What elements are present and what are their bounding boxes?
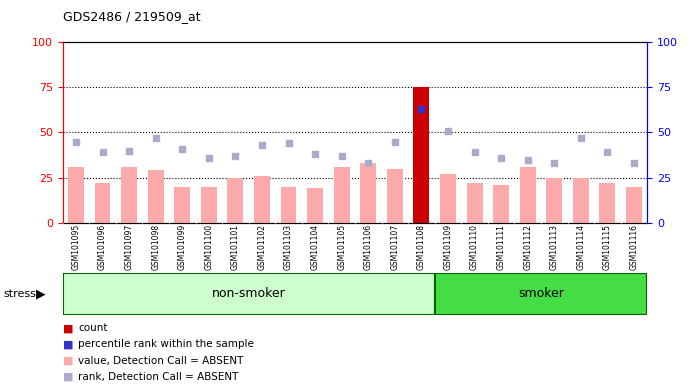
Text: GSM101102: GSM101102 bbox=[258, 224, 267, 270]
Text: GSM101109: GSM101109 bbox=[443, 224, 452, 270]
Bar bbox=[493, 185, 509, 223]
Bar bbox=[573, 177, 589, 223]
Text: GSM101095: GSM101095 bbox=[72, 224, 81, 270]
Text: GSM101099: GSM101099 bbox=[177, 224, 187, 270]
Text: GSM101101: GSM101101 bbox=[231, 224, 240, 270]
Text: percentile rank within the sample: percentile rank within the sample bbox=[78, 339, 254, 349]
Bar bbox=[68, 167, 84, 223]
Text: GDS2486 / 219509_at: GDS2486 / 219509_at bbox=[63, 10, 200, 23]
Bar bbox=[63, 273, 435, 315]
Text: count: count bbox=[78, 323, 107, 333]
Text: GSM101098: GSM101098 bbox=[151, 224, 160, 270]
Bar bbox=[148, 170, 164, 223]
Text: GSM101104: GSM101104 bbox=[310, 224, 319, 270]
Text: GSM101105: GSM101105 bbox=[337, 224, 346, 270]
Text: ▶: ▶ bbox=[36, 287, 46, 300]
Text: GSM101107: GSM101107 bbox=[390, 224, 400, 270]
Text: GSM101096: GSM101096 bbox=[98, 224, 107, 270]
Text: GSM101112: GSM101112 bbox=[523, 224, 532, 270]
Bar bbox=[440, 174, 456, 223]
Text: GSM101115: GSM101115 bbox=[603, 224, 612, 270]
Text: ■: ■ bbox=[63, 339, 73, 349]
Bar bbox=[228, 177, 244, 223]
Bar bbox=[95, 183, 111, 223]
Bar bbox=[254, 176, 270, 223]
Text: GSM101106: GSM101106 bbox=[364, 224, 373, 270]
Bar bbox=[280, 187, 296, 223]
Text: value, Detection Call = ABSENT: value, Detection Call = ABSENT bbox=[78, 356, 244, 366]
Bar bbox=[387, 169, 403, 223]
Bar bbox=[546, 177, 562, 223]
Bar bbox=[626, 187, 642, 223]
Bar bbox=[413, 88, 429, 223]
Text: GSM101111: GSM101111 bbox=[497, 224, 505, 270]
Bar bbox=[599, 183, 615, 223]
Text: non-smoker: non-smoker bbox=[212, 287, 285, 300]
Text: GSM101108: GSM101108 bbox=[417, 224, 426, 270]
Bar bbox=[466, 183, 482, 223]
Bar bbox=[121, 167, 137, 223]
Text: GSM101100: GSM101100 bbox=[205, 224, 213, 270]
Bar bbox=[435, 273, 647, 315]
Bar bbox=[520, 167, 536, 223]
Text: smoker: smoker bbox=[518, 287, 564, 300]
Bar bbox=[174, 187, 190, 223]
Text: GSM101116: GSM101116 bbox=[629, 224, 638, 270]
Text: ■: ■ bbox=[63, 323, 73, 333]
Bar bbox=[201, 187, 216, 223]
Text: ■: ■ bbox=[63, 356, 73, 366]
Text: GSM101097: GSM101097 bbox=[125, 224, 134, 270]
Text: ■: ■ bbox=[63, 372, 73, 382]
Bar bbox=[361, 163, 377, 223]
Text: GSM101103: GSM101103 bbox=[284, 224, 293, 270]
Text: GSM101110: GSM101110 bbox=[470, 224, 479, 270]
Text: GSM101114: GSM101114 bbox=[576, 224, 585, 270]
Text: GSM101113: GSM101113 bbox=[550, 224, 559, 270]
Bar bbox=[333, 167, 349, 223]
Text: rank, Detection Call = ABSENT: rank, Detection Call = ABSENT bbox=[78, 372, 238, 382]
Bar bbox=[307, 189, 323, 223]
Text: stress: stress bbox=[3, 289, 36, 299]
